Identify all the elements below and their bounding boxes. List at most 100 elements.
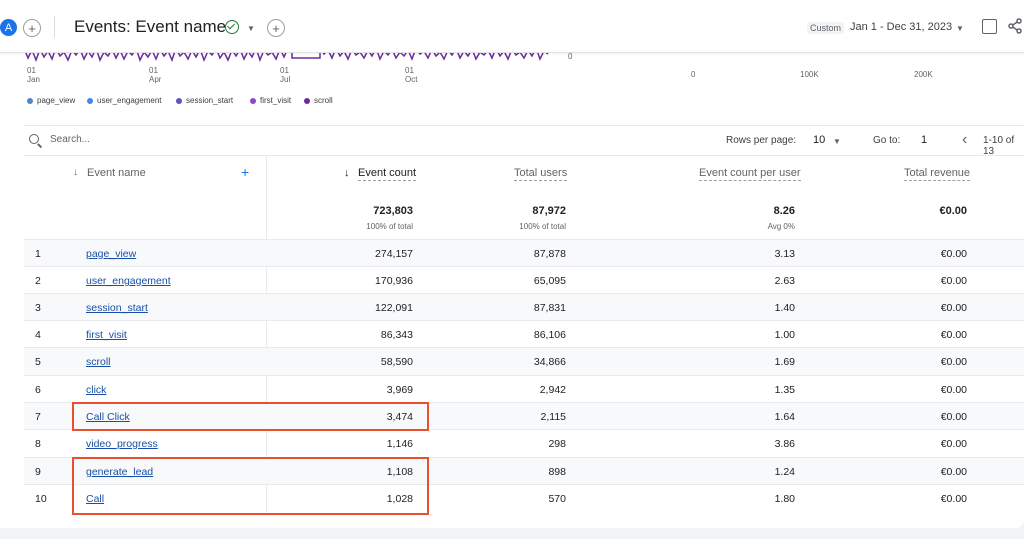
legend-dot [176, 97, 182, 104]
per-user-cell: 1.80 [774, 493, 795, 505]
row-index: 6 [35, 384, 41, 396]
table-row: 5 scroll 58,590 34,866 1.69 €0.00 [24, 347, 1024, 375]
chevron-down-icon[interactable]: ▼ [833, 137, 841, 146]
column-header-per-user[interactable]: Event count per user [699, 167, 801, 181]
check-circle-icon[interactable] [225, 20, 239, 34]
revenue-cell: €0.00 [940, 329, 967, 341]
y-tick-zero: 0 [568, 52, 573, 61]
highlight-box [72, 457, 429, 515]
row-index: 3 [35, 302, 41, 314]
goto-input[interactable]: 1 [921, 134, 928, 146]
table-row: 7 Call Click 3,474 2,115 1.64 €0.00 [24, 402, 1024, 430]
table-row: 3 session_start 122,091 87,831 1.40 €0.00 [24, 293, 1024, 321]
event-count-cell: 1,108 [386, 466, 413, 478]
customize-report-icon[interactable] [982, 19, 997, 34]
total-per-user-sub: Avg 0% [767, 222, 795, 231]
add-comparison-button[interactable]: + [23, 19, 41, 37]
date-range-picker[interactable]: Jan 1 - Dec 31, 2023 [850, 21, 953, 33]
legend-scroll[interactable]: scroll [304, 96, 333, 105]
total-users-sub: 100% of total [519, 222, 566, 231]
event-name-link[interactable]: user_engagement [86, 275, 171, 287]
rows-per-page-label: Rows per page: [726, 135, 797, 146]
event-count-cell: 1,028 [386, 493, 413, 505]
event-name-link[interactable]: video_progress [86, 438, 158, 450]
total-users-cell: 570 [548, 493, 566, 505]
event-count-cell: 3,474 [386, 411, 413, 423]
column-header-total-users[interactable]: Total users [514, 167, 568, 181]
per-user-cell: 1.35 [774, 384, 795, 396]
divider [24, 125, 1024, 126]
revenue-cell: €0.00 [940, 384, 967, 396]
total-event-count-sub: 100% of total [366, 222, 413, 231]
chevron-down-icon[interactable]: ▼ [247, 24, 255, 33]
event-count-cell: 170,936 [375, 275, 413, 287]
bar-tick-0: 0 [691, 70, 696, 79]
table-row: 1 page_view 274,157 87,878 3.13 €0.00 [24, 239, 1024, 267]
legend-label: session_start [186, 96, 234, 105]
x-tick-jan: 01 Jan [27, 66, 40, 84]
table-row: 6 click 3,969 2,942 1.35 €0.00 [24, 375, 1024, 403]
bar-tick-100k: 100K [800, 70, 819, 79]
pagination-range: 1-10 of 13 [983, 135, 1015, 157]
divider [24, 155, 1024, 156]
event-name-link[interactable]: generate_lead [86, 466, 154, 478]
column-header-revenue[interactable]: Total revenue [904, 167, 971, 181]
x-tick-jul: 01 Jul [280, 66, 291, 84]
event-name-link[interactable]: session_start [86, 302, 148, 314]
legend-page-view[interactable]: page_view [27, 96, 75, 105]
x-tick-oct: 01 Oct [405, 66, 418, 84]
add-button[interactable]: + [267, 19, 285, 37]
legend-label: user_engagement [97, 96, 162, 105]
legend-user-engagement[interactable]: user_engagement [87, 96, 162, 105]
event-count-cell: 274,157 [375, 248, 413, 260]
event-count-cell: 122,091 [375, 302, 413, 314]
row-index: 1 [35, 248, 41, 260]
chevron-left-icon[interactable]: ‹ [962, 131, 968, 148]
total-revenue: €0.00 [939, 205, 967, 217]
legend-dot [27, 97, 33, 104]
event-name-link[interactable]: first_visit [86, 329, 127, 341]
total-users-cell: 65,095 [533, 275, 566, 287]
event-name-link[interactable]: scroll [86, 356, 111, 368]
add-dimension-icon[interactable]: + [241, 164, 250, 180]
table-row: 9 generate_lead 1,108 898 1.24 €0.00 [24, 457, 1024, 485]
row-index: 9 [35, 466, 41, 478]
legend-first-visit[interactable]: first_visit [250, 96, 291, 105]
total-users-cell: 2,115 [540, 411, 567, 423]
page-title: Events: Event name [74, 17, 227, 36]
legend-label: first_visit [260, 96, 292, 105]
chart-area: 01 Jan 01 Apr 01 Jul 01 Oct 0 0 100K 200K [0, 45, 1024, 122]
avatar[interactable]: A [0, 19, 17, 36]
search-input[interactable] [48, 133, 252, 146]
row-index: 10 [35, 493, 47, 505]
total-users-cell: 34,866 [533, 356, 566, 368]
event-name-link[interactable]: page_view [86, 248, 137, 260]
row-index: 2 [35, 275, 41, 287]
total-per-user: 8.26 [773, 205, 795, 217]
column-header-event-name[interactable]: Event name [87, 167, 146, 179]
per-user-cell: 1.64 [774, 411, 795, 423]
revenue-cell: €0.00 [940, 411, 967, 423]
legend-label: scroll [314, 96, 333, 105]
rows-per-page-select[interactable]: 10 [813, 134, 826, 146]
per-user-cell: 1.00 [774, 329, 795, 341]
event-count-cell: 86,343 [380, 329, 413, 341]
table-row: 10 Call 1,028 570 1.80 €0.00 [24, 484, 1024, 512]
share-icon[interactable] [1008, 18, 1022, 34]
legend-session-start[interactable]: session_start [176, 96, 233, 105]
table-row: 8 video_progress 1,146 298 3.86 €0.00 [24, 429, 1024, 457]
event-name-link[interactable]: click [86, 384, 107, 396]
top-bar: A + Events: Event name ▼ + Custom Jan 1 … [0, 0, 1024, 53]
search-icon[interactable] [29, 134, 39, 144]
chevron-down-icon[interactable]: ▼ [956, 24, 964, 33]
goto-label: Go to: [873, 135, 901, 146]
table-row: 4 first_visit 86,343 86,106 1.00 €0.00 [24, 320, 1024, 348]
event-name-link[interactable]: Call [86, 493, 105, 505]
column-header-event-count[interactable]: Event count [358, 167, 417, 181]
event-name-link[interactable]: Call Click [86, 411, 130, 423]
divider [54, 16, 55, 38]
total-event-count: 723,803 [373, 205, 413, 217]
x-tick-apr: 01 Apr [149, 66, 162, 84]
total-users-cell: 86,106 [533, 329, 566, 341]
event-count-cell: 58,590 [380, 356, 413, 368]
